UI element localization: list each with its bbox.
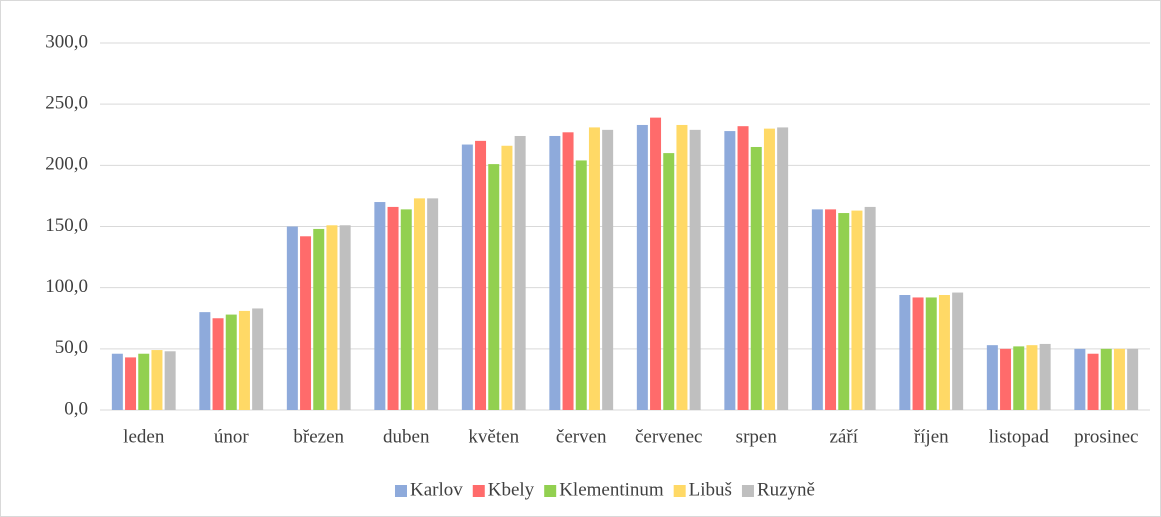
bar — [777, 127, 789, 410]
bar — [151, 350, 163, 410]
bar — [374, 202, 386, 410]
legend-label: Ruzyně — [757, 479, 815, 500]
bar — [650, 117, 662, 410]
bar — [501, 145, 513, 410]
bar — [925, 297, 937, 410]
bar — [300, 236, 312, 410]
x-tick-label: červenec — [635, 426, 703, 447]
bar — [313, 228, 325, 410]
x-tick-label: duben — [383, 426, 430, 447]
legend-swatch — [394, 485, 407, 497]
bar — [1127, 348, 1139, 410]
bar — [514, 135, 526, 410]
bar — [763, 128, 775, 410]
legend-label: Klementinum — [559, 479, 664, 500]
bar — [138, 353, 150, 410]
x-tick-label: říjen — [914, 426, 949, 447]
bar — [1087, 353, 1099, 410]
bar — [1074, 348, 1086, 410]
bar — [986, 345, 998, 410]
bar — [689, 129, 701, 410]
bar — [326, 225, 338, 410]
bar — [1100, 348, 1112, 410]
bar — [1113, 348, 1125, 410]
bar — [864, 206, 876, 410]
bar — [125, 357, 137, 410]
x-tick-label: leden — [123, 426, 165, 447]
legend-swatch — [741, 485, 754, 497]
y-tick-label: 150,0 — [45, 215, 88, 236]
bar — [724, 131, 736, 410]
legend-label: Karlov — [410, 479, 463, 500]
bar — [1039, 343, 1051, 410]
bar — [164, 351, 176, 410]
bar — [588, 127, 600, 410]
bar — [549, 135, 561, 410]
bar — [339, 225, 351, 410]
bar — [286, 226, 298, 410]
y-tick-label: 300,0 — [45, 31, 88, 52]
y-tick-label: 100,0 — [45, 276, 88, 297]
x-tick-label: červen — [556, 426, 607, 447]
legend-swatch — [472, 485, 485, 497]
bar — [238, 310, 250, 410]
bar — [811, 209, 823, 410]
bar — [851, 210, 863, 410]
bar — [663, 153, 675, 410]
x-tick-label: únor — [214, 426, 250, 447]
bar — [111, 353, 123, 410]
bar — [838, 213, 850, 410]
bar — [938, 295, 950, 410]
x-tick-label: září — [830, 426, 859, 447]
bar — [912, 297, 924, 410]
bar — [636, 124, 648, 411]
x-tick-label: srpen — [736, 426, 778, 447]
bar — [400, 209, 412, 410]
bar — [899, 295, 911, 410]
bar — [413, 198, 425, 410]
bar — [427, 198, 439, 410]
legend-label: Libuš — [689, 479, 732, 500]
bar — [825, 209, 837, 410]
bar — [199, 312, 211, 410]
x-tick-label: březen — [293, 426, 344, 447]
bar — [602, 129, 614, 410]
bar — [1013, 346, 1025, 410]
legend-label: Kbely — [488, 479, 535, 500]
bar — [575, 160, 587, 410]
x-tick-label: květen — [468, 426, 519, 447]
bar — [212, 318, 224, 410]
bar — [952, 292, 964, 410]
y-tick-label: 0,0 — [64, 398, 88, 419]
legend-swatch — [673, 485, 686, 497]
bar — [252, 308, 264, 410]
bar — [676, 124, 688, 411]
y-tick-label: 250,0 — [45, 93, 88, 114]
bar — [750, 146, 762, 410]
bar — [461, 144, 473, 410]
y-tick-label: 200,0 — [45, 154, 88, 175]
legend-swatch — [544, 485, 557, 497]
bar — [737, 126, 749, 410]
bar — [475, 140, 487, 410]
bar — [562, 132, 574, 410]
x-tick-label: listopad — [989, 426, 1050, 447]
bar — [225, 314, 237, 410]
bar — [488, 164, 500, 410]
bar — [1000, 348, 1012, 410]
bar — [1026, 345, 1038, 410]
y-tick-label: 50,0 — [55, 337, 88, 358]
x-tick-label: prosinec — [1074, 426, 1138, 447]
bar — [387, 206, 399, 410]
